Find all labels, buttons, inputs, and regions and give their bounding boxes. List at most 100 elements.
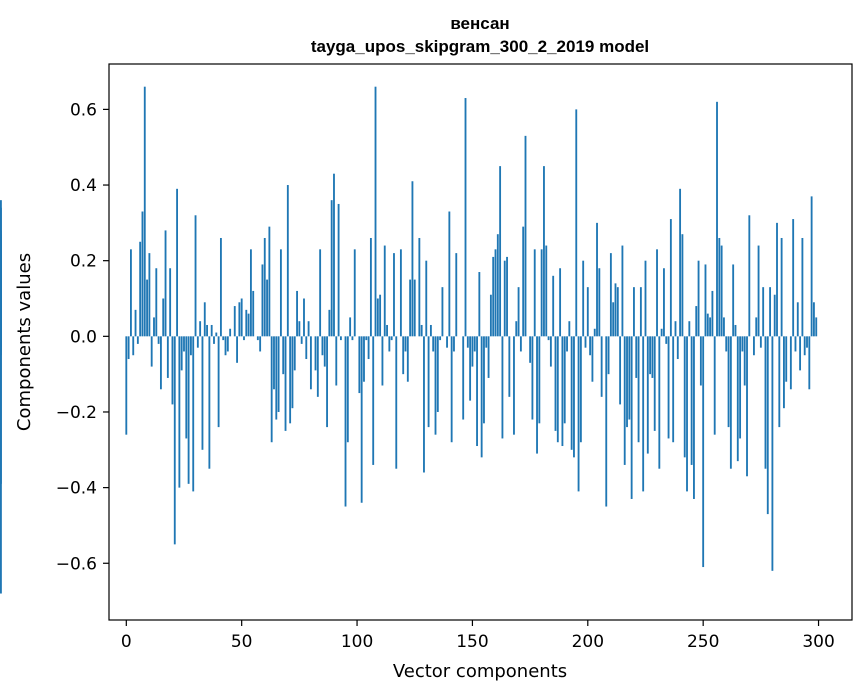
bar-75 bbox=[298, 321, 301, 337]
bar-297 bbox=[810, 196, 813, 337]
bar-7 bbox=[141, 211, 144, 337]
bar-12 bbox=[153, 317, 155, 337]
bar-18 bbox=[166, 336, 169, 378]
bar-86 bbox=[323, 336, 326, 367]
bar-245 bbox=[690, 336, 693, 465]
bar-251 bbox=[704, 264, 707, 337]
bar-198 bbox=[582, 260, 585, 337]
bar-98 bbox=[351, 336, 354, 341]
bar-233 bbox=[663, 268, 665, 337]
bar-35 bbox=[206, 324, 208, 337]
bar-216 bbox=[623, 336, 626, 465]
bar-117 bbox=[395, 336, 398, 469]
bar-268 bbox=[743, 336, 746, 386]
bar-53 bbox=[247, 313, 250, 337]
bar-60 bbox=[263, 237, 266, 337]
bar-205 bbox=[598, 268, 601, 337]
bar-196 bbox=[577, 336, 580, 492]
bar-30 bbox=[194, 215, 197, 337]
bar-125 bbox=[413, 279, 416, 337]
bar-150 bbox=[471, 336, 474, 367]
bar-140 bbox=[448, 211, 451, 337]
bar-67 bbox=[279, 249, 282, 337]
y-axis-label: Components values bbox=[14, 253, 35, 431]
bar-161 bbox=[496, 234, 499, 337]
bar-76 bbox=[300, 336, 303, 344]
bar-292 bbox=[799, 336, 802, 371]
bar-281 bbox=[773, 294, 776, 337]
bar-74 bbox=[296, 290, 298, 337]
bar-64 bbox=[273, 336, 275, 390]
bar-131 bbox=[427, 336, 430, 428]
bar-220 bbox=[633, 287, 635, 337]
bar-254 bbox=[711, 290, 714, 337]
bar-153 bbox=[478, 272, 481, 337]
bar-187 bbox=[556, 336, 559, 443]
bar-288 bbox=[789, 336, 792, 390]
bar-110 bbox=[379, 294, 382, 337]
bar-193 bbox=[570, 336, 573, 450]
bar-213 bbox=[616, 287, 619, 337]
bar-250 bbox=[702, 336, 705, 568]
bar-168 bbox=[513, 336, 515, 435]
bar-183 bbox=[547, 336, 550, 341]
bar-255 bbox=[713, 336, 716, 435]
bar-181 bbox=[543, 166, 545, 337]
bar-49 bbox=[238, 302, 241, 337]
bar-224 bbox=[642, 336, 645, 492]
bar-95 bbox=[344, 336, 347, 507]
bar-82 bbox=[314, 336, 317, 371]
bar-285 bbox=[783, 336, 785, 409]
bar-184 bbox=[549, 336, 552, 367]
bar-155 bbox=[483, 336, 485, 424]
bar-280 bbox=[771, 336, 774, 571]
bar-201 bbox=[589, 336, 592, 356]
bar-289 bbox=[792, 219, 795, 337]
bar-279 bbox=[769, 287, 772, 337]
bar-31 bbox=[196, 336, 199, 348]
bar-17 bbox=[164, 230, 167, 337]
bar-188 bbox=[559, 268, 562, 337]
bar-247 bbox=[695, 306, 698, 337]
bar-122 bbox=[406, 336, 409, 382]
bar-97 bbox=[349, 317, 352, 337]
bar-237 bbox=[672, 336, 675, 443]
x-axis-label: Vector components bbox=[393, 661, 567, 682]
bar-323 bbox=[0, 324, 2, 337]
bar-185 bbox=[552, 275, 555, 337]
bar-36 bbox=[208, 336, 211, 469]
bar-136 bbox=[439, 336, 442, 341]
bar-34 bbox=[203, 302, 206, 337]
bar-172 bbox=[522, 226, 525, 337]
bar-210 bbox=[609, 253, 612, 337]
bar-294 bbox=[803, 336, 806, 356]
bar-208 bbox=[605, 336, 608, 507]
bar-139 bbox=[446, 336, 448, 348]
bar-120 bbox=[402, 336, 405, 375]
bar-92 bbox=[337, 203, 340, 337]
bar-137 bbox=[441, 287, 444, 337]
bar-124 bbox=[411, 181, 414, 337]
bar-59 bbox=[261, 264, 264, 337]
y-tick-label: −0.2 bbox=[56, 403, 97, 423]
bar-24 bbox=[180, 336, 183, 371]
bar-253 bbox=[709, 317, 712, 337]
bar-111 bbox=[381, 336, 384, 386]
bar-284 bbox=[780, 237, 783, 337]
bar-156 bbox=[485, 336, 488, 348]
bar-267 bbox=[741, 336, 744, 352]
bar-296 bbox=[808, 336, 811, 390]
bar-192 bbox=[568, 321, 571, 337]
bar-235 bbox=[667, 336, 670, 439]
bar-130 bbox=[425, 260, 428, 337]
bar-29 bbox=[192, 336, 195, 492]
x-tick-label: 200 bbox=[572, 632, 604, 652]
bar-283 bbox=[778, 336, 781, 428]
bar-263 bbox=[732, 264, 735, 337]
bar-107 bbox=[372, 336, 375, 465]
bar-160 bbox=[494, 249, 497, 337]
bar-182 bbox=[545, 245, 548, 337]
bar-173 bbox=[524, 135, 527, 337]
bar-246 bbox=[693, 336, 695, 499]
